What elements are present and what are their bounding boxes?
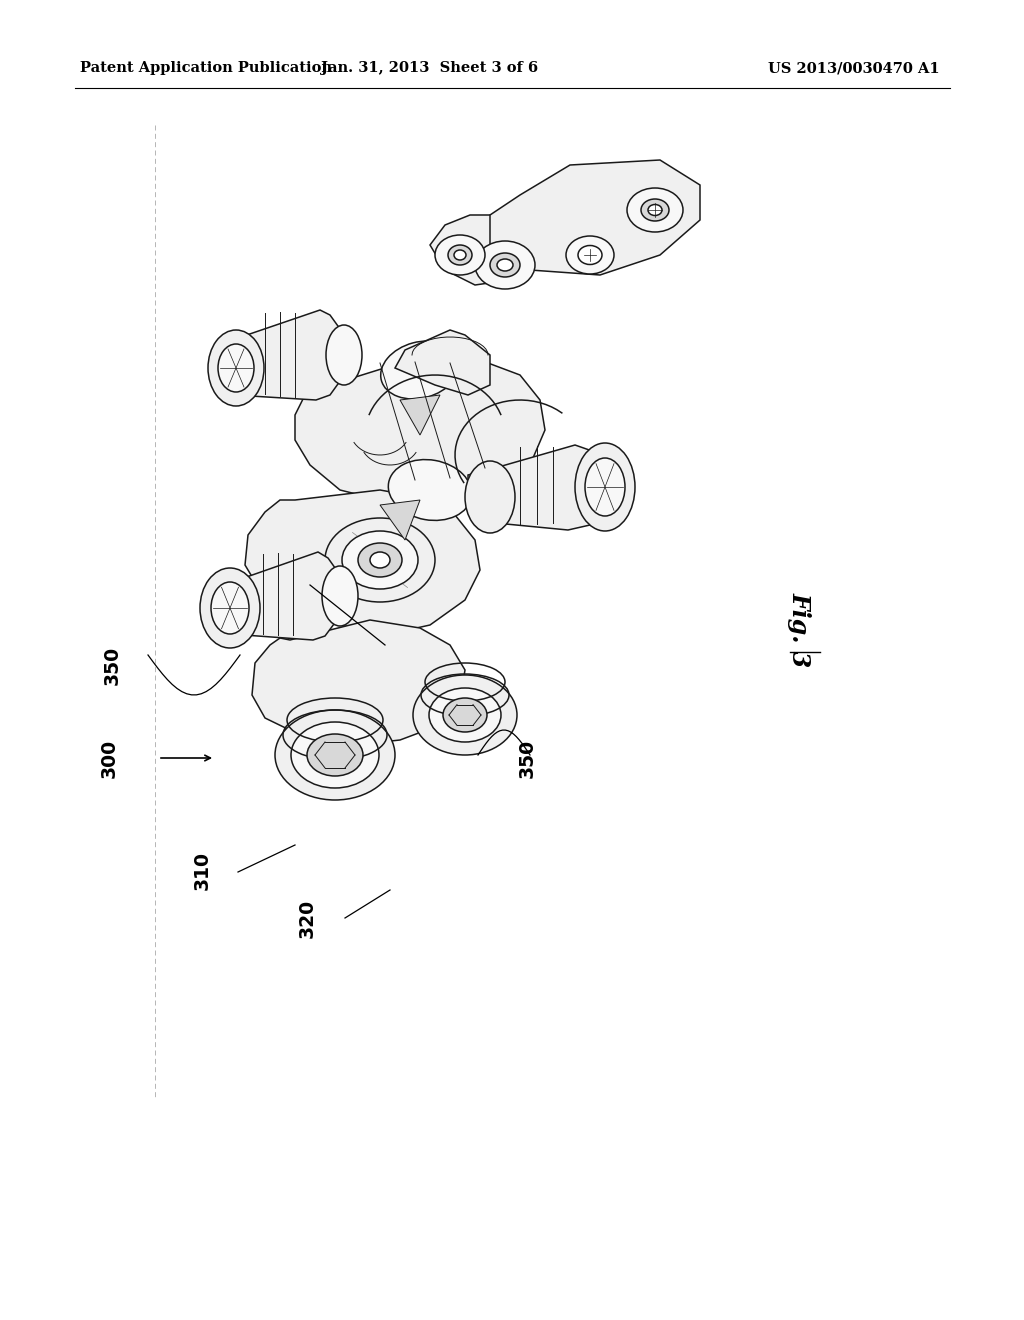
Ellipse shape [443,698,487,733]
Ellipse shape [208,330,264,407]
Ellipse shape [342,531,418,589]
Ellipse shape [218,345,254,392]
Ellipse shape [435,235,485,275]
Ellipse shape [381,341,460,399]
Text: US 2013/0030470 A1: US 2013/0030470 A1 [768,61,940,75]
Ellipse shape [449,246,472,265]
Polygon shape [252,620,465,744]
Polygon shape [222,310,348,400]
Ellipse shape [475,242,535,289]
Ellipse shape [575,444,635,531]
Text: Jan. 31, 2013  Sheet 3 of 6: Jan. 31, 2013 Sheet 3 of 6 [322,61,539,75]
Polygon shape [490,160,700,275]
Text: 350: 350 [518,738,537,777]
Ellipse shape [370,552,390,568]
Ellipse shape [200,568,260,648]
Polygon shape [380,500,420,540]
Text: 310: 310 [193,850,212,890]
Ellipse shape [210,572,258,644]
Ellipse shape [325,517,435,602]
Ellipse shape [566,236,614,275]
Ellipse shape [275,710,395,800]
Ellipse shape [218,333,262,403]
Ellipse shape [429,688,501,742]
Ellipse shape [326,325,362,385]
Polygon shape [468,445,610,531]
Ellipse shape [641,199,669,220]
Ellipse shape [413,675,517,755]
Ellipse shape [490,253,520,277]
Text: Patent Application Publication: Patent Application Publication [80,61,332,75]
Ellipse shape [211,582,249,634]
Ellipse shape [648,205,662,215]
Text: 320: 320 [298,899,317,937]
Polygon shape [400,395,440,436]
Text: 340: 340 [281,558,300,598]
Ellipse shape [497,259,513,271]
Ellipse shape [627,187,683,232]
Polygon shape [430,210,560,285]
Ellipse shape [585,458,625,516]
Ellipse shape [454,249,466,260]
Ellipse shape [578,246,602,264]
Polygon shape [395,330,490,395]
Ellipse shape [307,734,362,776]
Text: 300: 300 [100,738,119,777]
Text: Fig. 3: Fig. 3 [788,593,812,668]
Ellipse shape [465,461,515,533]
Ellipse shape [584,455,624,520]
Ellipse shape [291,722,379,788]
Ellipse shape [388,459,472,520]
Polygon shape [245,490,480,635]
Ellipse shape [358,543,402,577]
Text: 350: 350 [103,645,122,685]
Polygon shape [295,360,545,506]
Polygon shape [218,552,345,640]
Ellipse shape [322,566,358,626]
